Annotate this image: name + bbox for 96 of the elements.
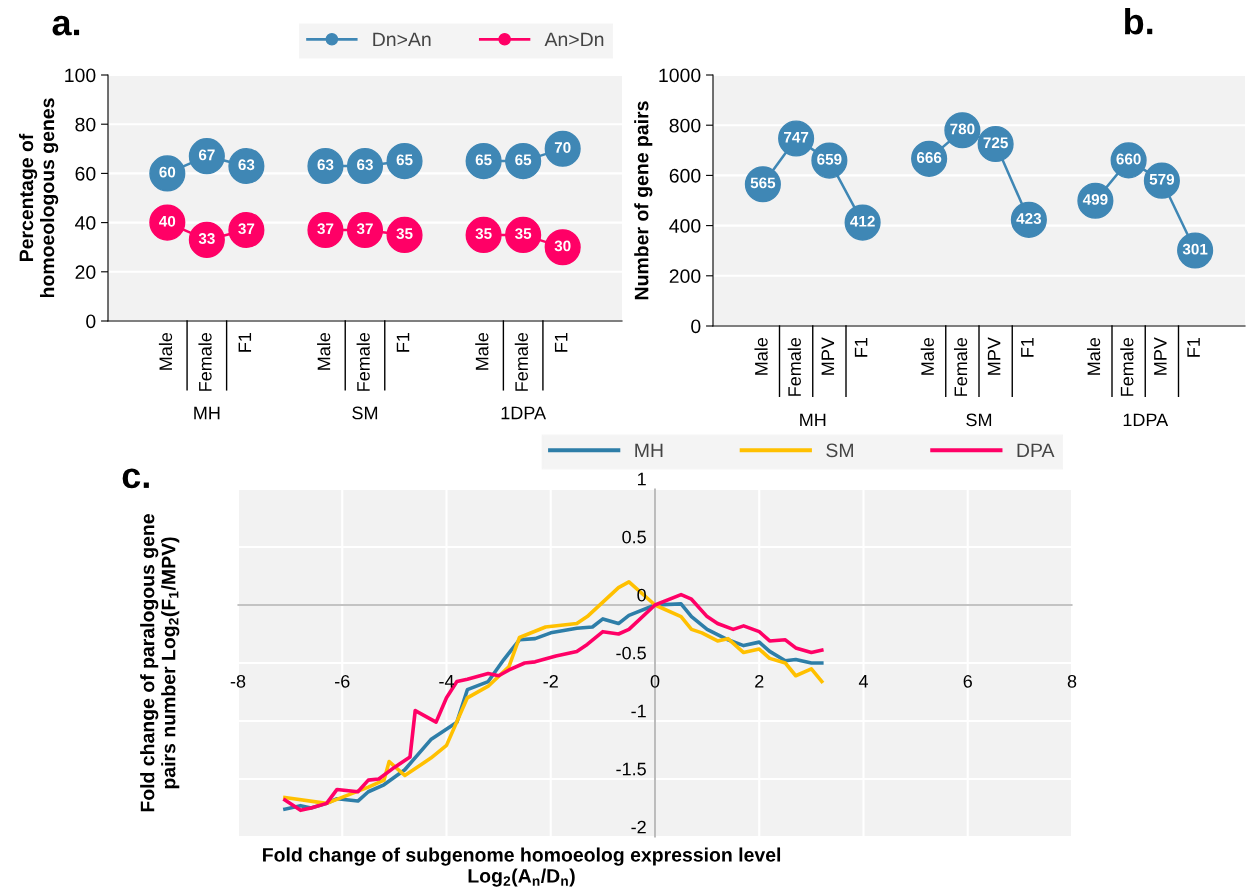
data-label: 37 <box>317 223 334 235</box>
x-tick-label: 6 <box>963 674 972 688</box>
data-label: 65 <box>475 154 492 166</box>
y-tick-label: 60 <box>75 166 96 181</box>
x-tick-label: Female <box>356 332 370 391</box>
data-label: 666 <box>916 152 942 163</box>
chart-title: c. <box>122 468 149 489</box>
x-tick-label: -2 <box>543 674 558 688</box>
y-axis-title: Fold change of paralogous gene pairs number Log$_{2}$(F$_{1}$/MPV) <box>140 514 180 812</box>
data-label: 423 <box>1016 213 1042 224</box>
x-tick-label: F1 <box>854 337 868 357</box>
y-axis-title: Number of gene pairs <box>634 101 653 300</box>
data-label: 35 <box>475 228 492 240</box>
x-tick-label: Female <box>514 332 528 391</box>
y-tick-label: 600 <box>669 168 701 183</box>
x-tick-label: Male <box>1086 337 1101 375</box>
data-label: 37 <box>238 223 255 235</box>
x-tick-label: -6 <box>335 674 350 688</box>
text: SM <box>352 406 378 420</box>
chart-title: a. <box>52 15 80 36</box>
x-tick-label: F1 <box>1187 337 1200 357</box>
x-tick-label: Female <box>787 337 801 396</box>
legend-label: SM <box>826 443 853 458</box>
y-tick-label: -2 <box>631 820 646 834</box>
y-tick-label: 0 <box>691 319 701 334</box>
y-axis-title: Percentage of homoeologous genes <box>18 98 59 298</box>
y-tick-label: 800 <box>669 118 701 133</box>
x-tick-label: Male <box>920 337 934 375</box>
data-label: 579 <box>1149 173 1175 185</box>
x-tick-label: Male <box>475 332 489 370</box>
x-axis-title: Fold change of subgenome homoeolog expression level Log$_{2}$(A$_{n}$/D$_{n}$) <box>263 847 781 887</box>
x-tick-label: Female <box>198 332 212 391</box>
legend-label: DPA <box>1017 443 1055 458</box>
text: 1DPA <box>501 406 547 420</box>
data-label: 63 <box>317 159 334 171</box>
y-tick-label: 400 <box>669 219 701 233</box>
x-tick-label: 2 <box>755 674 764 688</box>
data-label: 780 <box>950 123 975 135</box>
data-label: 67 <box>198 149 215 161</box>
legend-label: An>Dn <box>544 32 604 47</box>
data-label: 725 <box>983 137 1008 149</box>
x-tick-label: F1 <box>1021 337 1034 357</box>
data-label: 499 <box>1082 194 1108 205</box>
data-label: 747 <box>784 131 809 143</box>
y-tick-label: 80 <box>75 117 96 132</box>
data-label: 70 <box>554 142 571 153</box>
data-label: 660 <box>1116 153 1141 165</box>
x-tick-label: 4 <box>858 675 868 688</box>
data-label: 63 <box>357 159 373 171</box>
data-label: 412 <box>850 215 875 227</box>
x-tick-label: F1 <box>554 332 568 352</box>
data-label: 37 <box>356 223 373 235</box>
x-tick-label: Female <box>1120 337 1134 396</box>
data-label: 30 <box>554 240 571 252</box>
x-tick-label: Female <box>953 337 968 396</box>
x-tick-label: MPV <box>987 337 1001 375</box>
data-label: 63 <box>238 159 255 171</box>
y-tick-label: 1000 <box>659 68 701 83</box>
x-tick-label: 0 <box>650 674 660 688</box>
y-tick-label: -1 <box>631 704 646 718</box>
legend-label: Dn>An <box>373 32 431 47</box>
y-tick-label: 200 <box>669 269 701 284</box>
text: MH <box>194 406 220 420</box>
x-tick-label: -8 <box>230 674 246 688</box>
data-label: 33 <box>198 233 215 244</box>
data-label: 565 <box>750 177 776 189</box>
x-tick-label: 8 <box>1067 674 1077 688</box>
y-tick-label: -1.5 <box>616 762 646 776</box>
x-tick-label: MPV <box>821 337 835 375</box>
data-label: 40 <box>159 215 176 227</box>
y-tick-label: 40 <box>75 216 96 230</box>
data-label: 65 <box>396 154 413 166</box>
x-tick-label: Male <box>317 332 331 370</box>
y-tick-label: 1 <box>638 472 646 486</box>
x-tick-label: F1 <box>238 332 252 352</box>
x-tick-label: MPV <box>1154 337 1167 375</box>
data-label: 35 <box>396 228 413 240</box>
text: 1DPA <box>1123 413 1169 427</box>
chart-title: b. <box>1125 7 1153 35</box>
text: MH <box>800 413 826 427</box>
legend-label: MH <box>635 443 663 458</box>
data-label: 659 <box>817 153 842 165</box>
y-tick-label: 100 <box>65 68 96 83</box>
y-tick-label: -0.5 <box>616 646 646 660</box>
y-tick-label: 0.5 <box>622 530 646 544</box>
y-tick-label: 20 <box>75 265 96 280</box>
data-label: 60 <box>159 166 176 178</box>
data-label: 65 <box>515 154 532 166</box>
x-tick-label: Male <box>754 337 768 375</box>
text: SM <box>966 413 992 427</box>
data-label: 35 <box>515 228 532 240</box>
x-tick-label: -4 <box>439 675 454 688</box>
x-tick-label: Male <box>158 332 173 370</box>
y-tick-label: 0 <box>86 314 96 329</box>
data-label: 301 <box>1182 243 1208 255</box>
x-tick-label: F1 <box>396 332 410 352</box>
